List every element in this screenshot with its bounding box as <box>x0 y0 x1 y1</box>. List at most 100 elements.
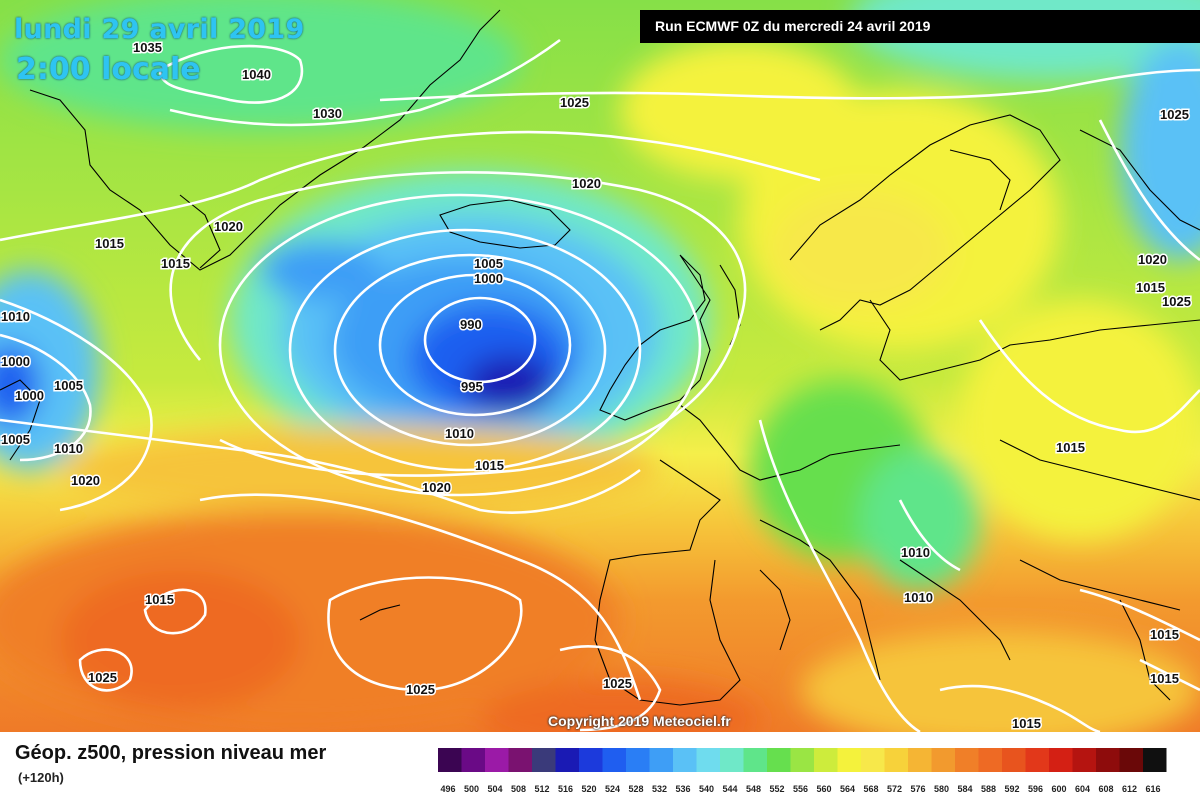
color-scale-tick: 500 <box>464 784 479 794</box>
color-scale-tick: 524 <box>605 784 620 794</box>
isobar-label: 1015 <box>1150 627 1179 642</box>
color-scale-tick: 564 <box>840 784 855 794</box>
isobar-label: 995 <box>461 379 483 394</box>
color-swatch <box>602 748 626 772</box>
color-scale-tick: 612 <box>1122 784 1137 794</box>
color-swatch <box>978 748 1002 772</box>
isobar-label: 1010 <box>901 545 930 560</box>
color-swatch <box>555 748 579 772</box>
isobar-label: 1015 <box>475 458 504 473</box>
isobar-label: 1005 <box>54 378 83 393</box>
isobar-label: 1000 <box>1 354 30 369</box>
color-swatch <box>743 748 767 772</box>
color-scale-tick: 532 <box>652 784 667 794</box>
color-swatch <box>532 748 556 772</box>
color-swatch <box>485 748 509 772</box>
isobar-label: 1010 <box>904 590 933 605</box>
isobar-label: 1010 <box>445 426 474 441</box>
color-scale-tick: 516 <box>558 784 573 794</box>
color-swatch <box>861 748 885 772</box>
isobar-label: 1025 <box>603 676 632 691</box>
isobar-label: 1020 <box>214 219 243 234</box>
color-swatch <box>438 748 462 772</box>
isobar-label: 1035 <box>133 40 162 55</box>
isobar-label: 1025 <box>1160 107 1189 122</box>
color-swatch <box>696 748 720 772</box>
color-swatch <box>814 748 838 772</box>
forecast-range: (+120h) <box>18 770 64 785</box>
color-scale-tick: 520 <box>581 784 596 794</box>
color-swatch <box>884 748 908 772</box>
color-scale-tick: 580 <box>934 784 949 794</box>
isobars <box>0 38 1200 732</box>
isobar-label: 1005 <box>474 256 503 271</box>
color-swatch <box>1049 748 1073 772</box>
isobar-label: 1015 <box>161 256 190 271</box>
color-scale-tick: 540 <box>699 784 714 794</box>
color-swatch <box>931 748 955 772</box>
geopotential-field <box>0 0 1200 732</box>
color-swatch <box>579 748 603 772</box>
color-scale-tick: 544 <box>722 784 737 794</box>
isobar-label: 1015 <box>1136 280 1165 295</box>
isobar-label: 1005 <box>1 432 30 447</box>
isobar-label: 1020 <box>422 480 451 495</box>
isobar-label: 1025 <box>1162 294 1191 309</box>
color-scale-tick: 592 <box>1004 784 1019 794</box>
isobar-label: 1020 <box>572 176 601 191</box>
color-scale-tick: 548 <box>746 784 761 794</box>
isobar-label: 1020 <box>1138 252 1167 267</box>
isobar-label: 1000 <box>15 388 44 403</box>
color-scale-tick: 584 <box>957 784 972 794</box>
color-swatch <box>1025 748 1049 772</box>
color-swatch <box>626 748 650 772</box>
run-banner: Run ECMWF 0Z du mercredi 24 avril 2019 <box>640 10 1200 43</box>
isobar-label: 1025 <box>406 682 435 697</box>
color-swatch <box>649 748 673 772</box>
color-scale-tick: 556 <box>793 784 808 794</box>
isobar-label: 990 <box>460 317 482 332</box>
color-scale-tick: 508 <box>511 784 526 794</box>
forecast-date: lundi 29 avril 2019 <box>14 14 305 45</box>
color-swatch <box>1002 748 1026 772</box>
color-swatch <box>461 748 485 772</box>
isobar-label: 1030 <box>313 106 342 121</box>
isobar-label: 1010 <box>1 309 30 324</box>
copyright: Copyright 2019 Meteociel.fr <box>548 713 731 729</box>
isobar-label: 1015 <box>1150 671 1179 686</box>
color-scale-tick: 576 <box>910 784 925 794</box>
color-scale-tick: 560 <box>816 784 831 794</box>
color-scale-tick: 496 <box>440 784 455 794</box>
color-swatch <box>508 748 532 772</box>
color-scale-tick: 588 <box>981 784 996 794</box>
color-scale-tick: 568 <box>863 784 878 794</box>
color-scale-tick: 616 <box>1145 784 1160 794</box>
color-scale-tick: 608 <box>1098 784 1113 794</box>
color-scale-tick: 528 <box>628 784 643 794</box>
isobar-label: 1015 <box>95 236 124 251</box>
color-swatch <box>767 748 791 772</box>
color-scale-tick: 536 <box>675 784 690 794</box>
legend-title: Géop. z500, pression niveau mer <box>15 742 327 764</box>
isobar-label: 1000 <box>474 271 503 286</box>
color-swatch <box>1072 748 1096 772</box>
color-swatch <box>720 748 744 772</box>
color-swatch <box>1096 748 1120 772</box>
color-scale-tick: 596 <box>1028 784 1043 794</box>
color-swatch <box>837 748 861 772</box>
color-scale-tick: 512 <box>534 784 549 794</box>
color-scale-tick: 572 <box>887 784 902 794</box>
isobar-label: 1020 <box>71 473 100 488</box>
isobar-label: 1015 <box>1012 716 1041 731</box>
color-scale-tick: 504 <box>487 784 502 794</box>
color-swatch <box>673 748 697 772</box>
isobar-label: 1040 <box>242 67 271 82</box>
isobar-label: 1025 <box>88 670 117 685</box>
color-scale: 496 500 504 508 512 516 520 524 528 532 536 540 544 5… <box>438 748 1167 794</box>
forecast-time: 2:00 locale <box>16 52 201 87</box>
isobar-label: 1010 <box>54 441 83 456</box>
isobar-label: 1015 <box>1056 440 1085 455</box>
color-swatch <box>1143 748 1167 772</box>
weather-map: 1035 1040 1030 1025 1020 1015 1010 1005 … <box>0 0 1200 732</box>
color-swatch <box>908 748 932 772</box>
